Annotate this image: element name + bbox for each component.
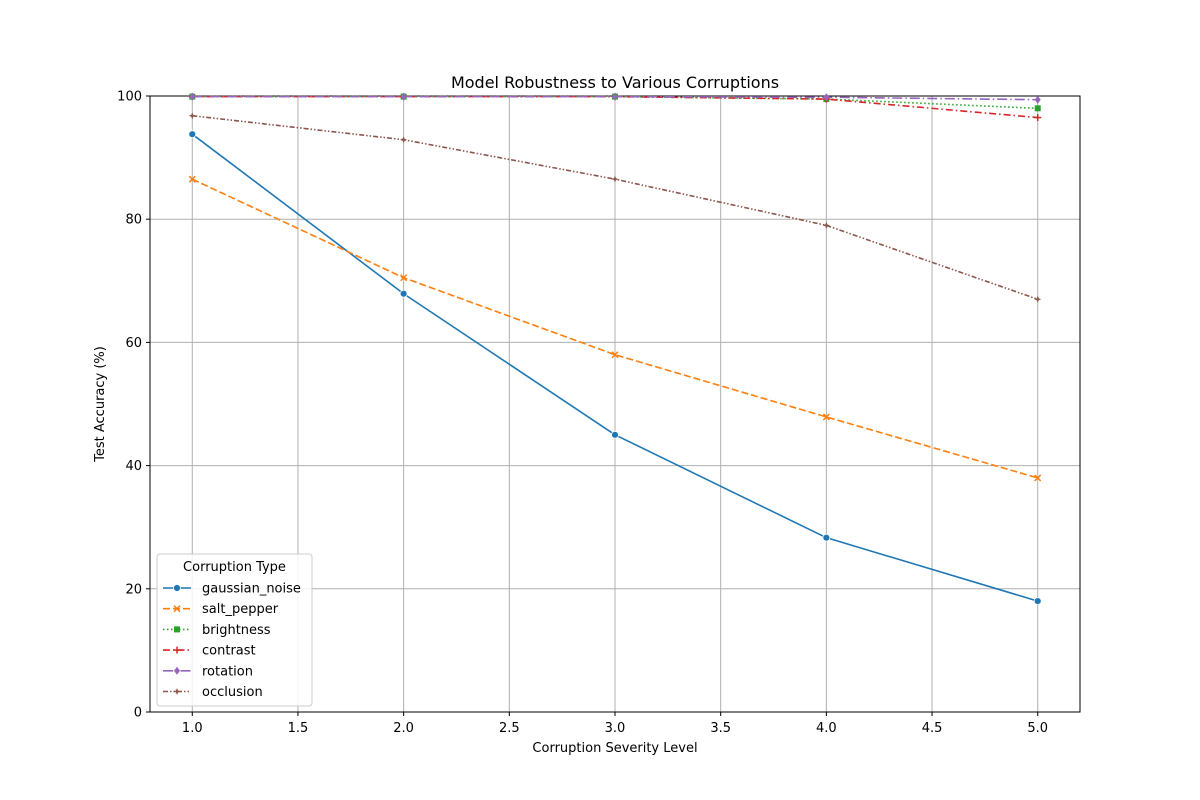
legend-label: rotation xyxy=(202,664,253,679)
legend-item: salt_pepper xyxy=(163,602,279,617)
legend-box xyxy=(156,553,313,707)
series-lines xyxy=(188,92,1042,606)
data-point xyxy=(611,430,619,439)
y-tick-label: 20 xyxy=(125,582,142,597)
legend-label: occlusion xyxy=(202,685,263,700)
data-point xyxy=(1033,597,1042,606)
data-point xyxy=(822,221,830,229)
legend-item: gaussian_noise xyxy=(163,582,301,597)
series-rotation xyxy=(189,92,1041,104)
marker-stroke xyxy=(611,351,619,359)
legend-item: contrast xyxy=(163,644,256,659)
data-point xyxy=(399,289,408,298)
data-point xyxy=(188,112,196,120)
data-point xyxy=(823,93,830,102)
x-tick-label: 4.5 xyxy=(922,721,943,736)
data-point xyxy=(400,136,408,144)
legend-label: gaussian_noise xyxy=(202,582,301,597)
y-axis-label: Test Accuracy (%) xyxy=(93,346,108,463)
y-tick-label: 40 xyxy=(125,459,142,474)
x-tick-label: 1.0 xyxy=(182,721,203,736)
legend-label: contrast xyxy=(202,644,256,659)
marker-stroke xyxy=(1034,474,1042,482)
data-point xyxy=(822,533,831,542)
data-point xyxy=(611,175,619,183)
legend: Corruption Type gaussian_noise salt_peppe… xyxy=(156,553,313,707)
legend-swatch-marker xyxy=(173,688,181,695)
legend-title: Corruption Type xyxy=(183,560,286,575)
legend-item: brightness xyxy=(163,623,271,638)
marker-stroke xyxy=(822,413,830,421)
marker-stroke xyxy=(188,175,196,183)
legend-label: salt_pepper xyxy=(202,602,279,617)
legend-swatch-marker xyxy=(173,605,181,613)
chart-title: Model Robustness to Various Corruptions xyxy=(451,73,779,92)
data-point xyxy=(400,92,407,101)
y-tick-label: 60 xyxy=(125,336,142,351)
x-tick-label: 2.0 xyxy=(393,721,414,736)
series-salt-pepper xyxy=(188,175,1042,482)
series-line xyxy=(191,178,1038,479)
legend-swatch-marker xyxy=(174,626,180,633)
x-tick-label: 3.5 xyxy=(710,721,731,736)
data-point xyxy=(1034,474,1042,482)
data-point xyxy=(611,351,619,359)
series-gaussian-noise xyxy=(188,130,1042,606)
series-occlusion xyxy=(188,112,1042,303)
y-tick-label: 100 xyxy=(117,90,142,105)
legend-item: rotation xyxy=(163,664,253,679)
legend-swatch-marker xyxy=(174,666,180,675)
legend-swatch-marker xyxy=(173,646,181,654)
y-tick-label: 0 xyxy=(134,706,142,721)
marker-stroke xyxy=(173,605,181,613)
data-point xyxy=(612,92,618,101)
data-point xyxy=(400,274,408,282)
x-tick-label: 2.5 xyxy=(499,721,520,736)
x-tick-label: 5.0 xyxy=(1027,721,1048,736)
y-tick-label: 80 xyxy=(125,213,142,228)
data-point xyxy=(1034,95,1041,104)
marker-stroke xyxy=(400,274,408,282)
legend-item: occlusion xyxy=(163,685,263,700)
data-point xyxy=(1034,114,1042,122)
x-tick-label: 1.5 xyxy=(288,721,309,736)
legend-label: brightness xyxy=(202,623,271,638)
legend-swatch-marker xyxy=(173,584,181,592)
data-point xyxy=(189,92,196,101)
data-point xyxy=(188,130,197,139)
x-tick-label: 4.0 xyxy=(816,721,837,736)
x-axis-label: Corruption Severity Level xyxy=(532,741,697,756)
data-point xyxy=(1034,295,1042,303)
data-point xyxy=(822,413,830,421)
data-point xyxy=(188,175,196,183)
data-point xyxy=(1034,105,1041,112)
x-tick-label: 3.0 xyxy=(605,721,626,736)
